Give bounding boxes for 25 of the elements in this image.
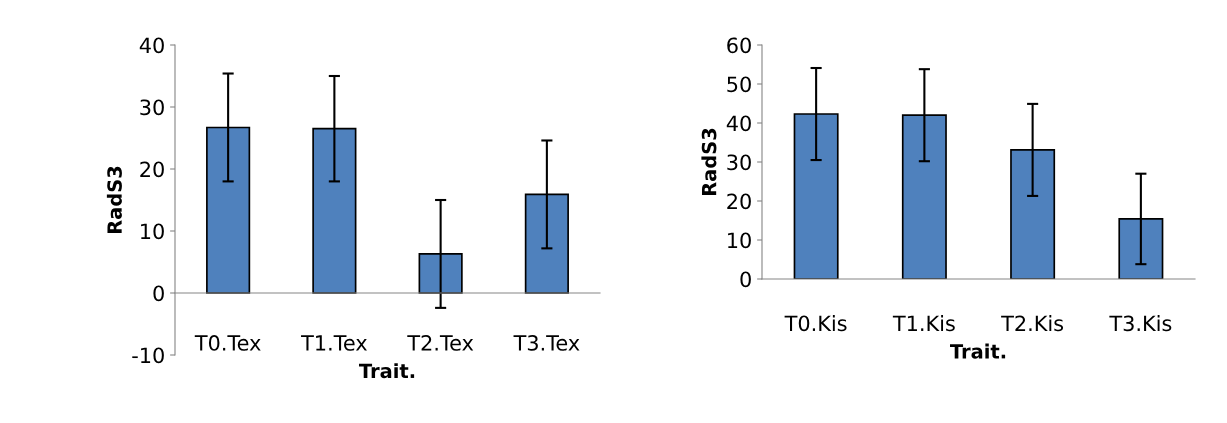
x-tick-label: T0.Tex xyxy=(194,335,261,351)
y-tick-label: 50 xyxy=(727,76,751,93)
x-tick-label: T1.Tex xyxy=(301,335,367,351)
x-tick-label: T1.Kis xyxy=(892,315,955,332)
y-axis-title: RadS3 xyxy=(701,128,717,195)
x-tick-label: T2.Tex xyxy=(407,335,474,351)
y-tick-label: 40 xyxy=(139,37,164,54)
y-tick-label: 30 xyxy=(727,154,751,171)
y-axis-title: RadS3 xyxy=(106,166,122,233)
x-tick-label: T0.Kis xyxy=(784,315,847,332)
y-tick-label: 10 xyxy=(728,232,751,249)
x-axis-title: Trait. xyxy=(359,363,415,379)
x-tick-label: T2.Kis xyxy=(1001,315,1064,332)
y-tick-label: 30 xyxy=(140,99,164,116)
x-tick-label: T3.Tex xyxy=(513,335,580,351)
y-tick-label: -10 xyxy=(132,347,164,364)
x-axis-title: Trait. xyxy=(950,343,1006,359)
y-tick-label: 10 xyxy=(141,223,164,240)
y-tick-label: 20 xyxy=(140,161,164,178)
y-tick-label: 60 xyxy=(727,37,751,54)
y-tick-label: 20 xyxy=(727,193,751,210)
y-tick-label: 40 xyxy=(726,115,751,132)
x-tick-label: T3.Kis xyxy=(1109,315,1172,332)
y-tick-label: 0 xyxy=(740,271,751,288)
y-tick-label: 0 xyxy=(153,285,164,302)
